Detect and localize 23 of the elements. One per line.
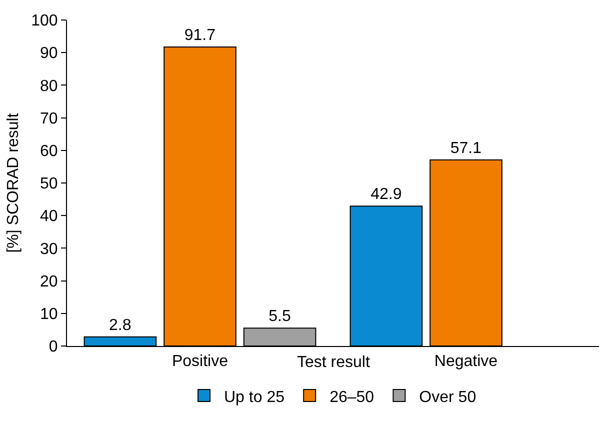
y-tick-label: 0	[48, 338, 58, 356]
x-tick-label: Positive	[172, 353, 228, 370]
y-tick-label: 40	[40, 208, 58, 226]
y-tick-label: 50	[40, 176, 58, 193]
data-label: 57.1	[450, 140, 482, 157]
y-tick-label: 90	[40, 45, 58, 62]
legend-label: Over 50	[419, 388, 476, 406]
x-tick-label: Negative	[434, 353, 498, 370]
data-label: 2.8	[109, 316, 132, 334]
y-tick-label: 20	[40, 273, 58, 290]
y-tick-label: 80	[40, 78, 58, 95]
x-axis-title: Test result	[297, 354, 370, 371]
y-tick-label: 10	[40, 306, 58, 323]
data-label: 42.9	[370, 186, 402, 204]
legend-label: Up to 25	[224, 388, 285, 406]
y-tick-label: 60	[40, 143, 58, 160]
data-label: 91.7	[184, 27, 216, 44]
y-tick-label: 100	[31, 12, 58, 30]
y-tick-label: 70	[40, 110, 58, 128]
legend-label: 26–50	[330, 388, 374, 406]
data-label: 5.5	[268, 308, 291, 326]
y-axis-title: [%] SCORAD result	[4, 112, 22, 253]
y-tick-label: 30	[40, 240, 58, 258]
